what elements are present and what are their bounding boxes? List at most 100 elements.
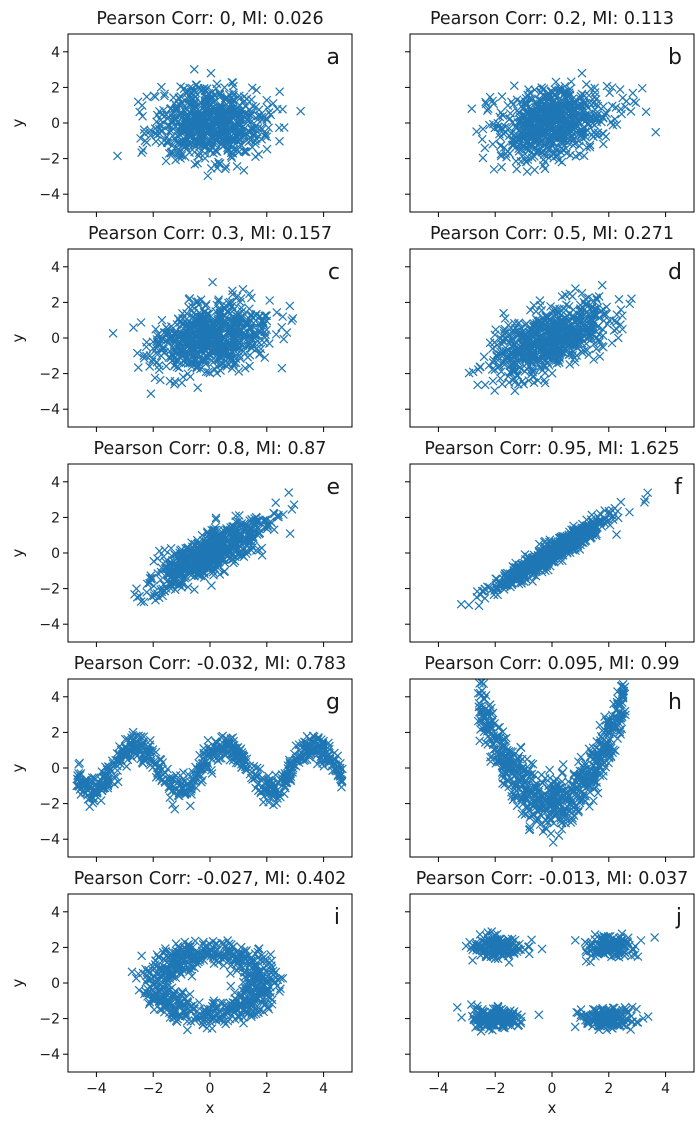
y-tick-label: −4 [39, 402, 60, 418]
data-point [184, 140, 193, 150]
y-tick-label: −2 [39, 367, 60, 383]
data-point [191, 88, 201, 98]
data-point [271, 329, 281, 339]
data-point [529, 365, 539, 375]
data-point [230, 310, 240, 320]
data-point [81, 788, 91, 798]
data-point [218, 742, 228, 751]
data-point [533, 376, 543, 385]
data-point [228, 109, 237, 119]
data-point [520, 97, 530, 107]
data-point [212, 79, 222, 89]
data-point [612, 530, 621, 540]
data-point [536, 88, 545, 98]
data-point [531, 306, 541, 316]
data-point [577, 346, 586, 356]
data-point [262, 132, 272, 142]
data-point [272, 798, 282, 808]
data-point [620, 102, 630, 112]
data-point [207, 103, 217, 112]
data-point [203, 171, 213, 181]
data-point [85, 802, 95, 812]
data-point [597, 522, 607, 531]
data-point [196, 114, 206, 124]
data-point [513, 118, 523, 127]
data-point [543, 337, 552, 347]
data-point [464, 600, 474, 610]
data-point [229, 360, 238, 369]
data-point [629, 97, 639, 106]
data-point [232, 342, 242, 352]
data-point [559, 136, 569, 145]
data-point [254, 338, 264, 348]
data-point [139, 353, 149, 363]
data-point [556, 347, 566, 357]
data-point [497, 92, 507, 101]
data-point [488, 139, 498, 149]
data-point [149, 588, 159, 598]
data-point [257, 773, 267, 783]
data-point [311, 736, 321, 746]
data-point [151, 324, 161, 334]
scatter-points [130, 488, 299, 607]
data-point [82, 775, 92, 785]
data-point [91, 788, 101, 798]
data-point [493, 355, 503, 365]
data-point [583, 332, 593, 342]
data-point [480, 143, 490, 153]
data-point [589, 518, 599, 528]
data-point [497, 162, 506, 172]
data-point [535, 361, 545, 371]
data-point [203, 367, 213, 377]
data-point [522, 336, 532, 346]
data-point [235, 135, 245, 145]
data-point [526, 107, 536, 117]
data-point [553, 548, 563, 558]
data-point [598, 139, 608, 149]
data-point [250, 770, 260, 780]
data-point [484, 360, 494, 370]
data-point [189, 101, 199, 111]
data-point [542, 127, 552, 137]
data-point [588, 302, 598, 312]
data-point [203, 735, 213, 745]
data-point [275, 87, 285, 97]
data-point [175, 570, 185, 580]
data-point [520, 573, 529, 583]
data-point [217, 113, 227, 123]
data-point [501, 149, 511, 159]
data-point [89, 793, 99, 803]
data-point [215, 89, 225, 99]
data-point [167, 147, 176, 157]
data-point [191, 329, 201, 339]
data-point [161, 156, 171, 166]
data-point [609, 326, 619, 335]
data-point [232, 162, 242, 171]
y-tick-label: 0 [51, 546, 60, 562]
data-point [337, 764, 347, 774]
data-point [571, 535, 581, 545]
data-point [241, 108, 251, 118]
data-point [187, 336, 197, 346]
data-point [521, 157, 531, 167]
data-point [254, 545, 264, 555]
data-point [233, 758, 243, 768]
data-point [480, 593, 490, 603]
data-point [222, 307, 232, 317]
data-point [591, 344, 601, 354]
data-point [184, 302, 194, 312]
data-point [488, 96, 497, 106]
data-point [226, 148, 236, 158]
data-point [195, 770, 205, 780]
data-point [516, 332, 526, 342]
data-point [218, 745, 228, 755]
data-point [551, 99, 561, 109]
data-point [251, 771, 261, 781]
data-point [586, 84, 596, 94]
data-point [181, 572, 191, 582]
data-point [176, 334, 186, 344]
data-point [512, 106, 522, 116]
data-point [510, 386, 520, 396]
data-point [166, 781, 176, 791]
data-point [228, 289, 238, 299]
